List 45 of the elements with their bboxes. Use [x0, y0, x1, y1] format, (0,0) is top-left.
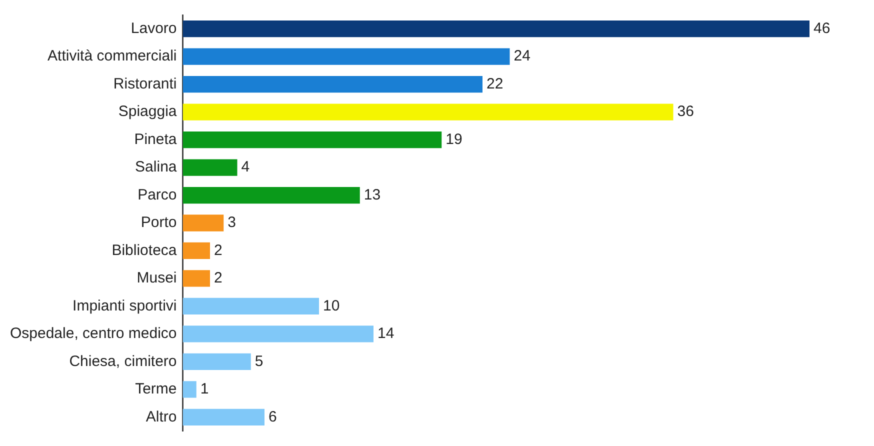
bar — [182, 104, 674, 120]
data-label: 3 — [228, 214, 236, 232]
y-tick-label: Parco — [138, 186, 177, 204]
y-tick-label: Spiaggia — [118, 103, 178, 120]
y-tick-label: Salina — [135, 158, 178, 176]
data-label: 2 — [214, 242, 222, 259]
bar — [182, 76, 483, 93]
data-label: 46 — [814, 20, 830, 38]
data-label: 1 — [200, 380, 209, 398]
bar — [182, 270, 210, 287]
data-label: 19 — [446, 130, 462, 148]
y-tick-label: Pineta — [134, 130, 178, 148]
y-tick-label: Attività commerciali — [48, 48, 177, 65]
data-label: 6 — [268, 408, 277, 426]
bar — [182, 20, 810, 38]
bar — [182, 326, 374, 342]
bar — [182, 131, 442, 148]
y-tick-label: Ospedale, centro medico — [10, 325, 177, 342]
y-tick-label: Musei — [136, 270, 177, 287]
bar — [182, 298, 320, 315]
bar — [182, 186, 360, 204]
data-label: 13 — [364, 186, 381, 204]
data-label: 36 — [677, 103, 694, 120]
data-label: 22 — [486, 75, 504, 92]
data-label: 10 — [323, 297, 340, 314]
data-label: 4 — [241, 158, 250, 176]
data-label: 24 — [514, 48, 530, 65]
y-tick-label: Biblioteca — [112, 242, 178, 259]
bar — [182, 408, 265, 426]
y-tick-label: Ristoranti — [113, 75, 177, 92]
data-label: 2 — [214, 270, 222, 287]
y-tick-label: Porto — [140, 214, 177, 232]
bar — [182, 242, 210, 260]
bar — [182, 214, 224, 232]
bar — [182, 381, 196, 398]
bar — [182, 353, 251, 370]
y-tick-label: Terme — [135, 380, 177, 398]
data-label: 5 — [254, 352, 264, 370]
bar — [182, 48, 510, 65]
bar — [182, 159, 238, 176]
y-tick-label: Lavoro — [130, 20, 177, 38]
y-tick-label: Impianti sportivi — [72, 297, 177, 314]
y-tick-label: Altro — [146, 408, 177, 426]
data-label: 14 — [378, 325, 394, 342]
y-tick-label: Chiesa, cimitero — [69, 352, 177, 370]
